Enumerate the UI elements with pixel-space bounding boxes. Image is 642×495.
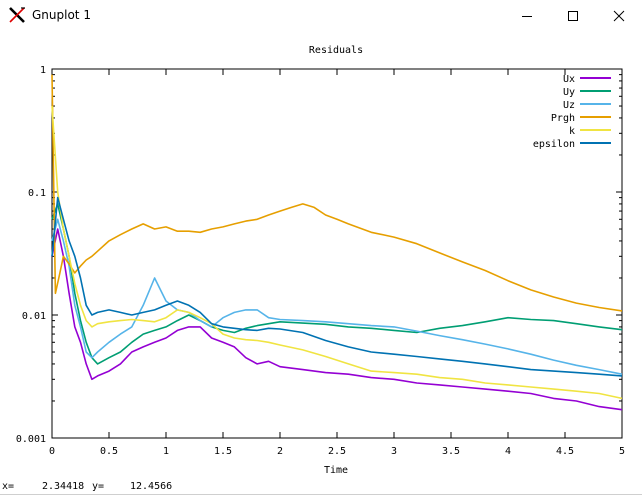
x-tick-label: 1 xyxy=(163,446,169,457)
x-coord-value: 2.34418 xyxy=(42,481,85,492)
x-tick-label: 3.5 xyxy=(442,446,460,457)
x-tick-label: 0 xyxy=(49,446,55,457)
series-line-ux xyxy=(51,228,623,411)
series-line-uz xyxy=(51,218,623,375)
x-tick-label: 2 xyxy=(277,446,283,457)
legend-label-prgh: Prgh xyxy=(551,113,575,124)
x-axis-label: Time xyxy=(324,465,348,476)
legend-label-k: k xyxy=(569,126,575,137)
y-tick-label: 0.1 xyxy=(28,188,46,199)
series-line-uy xyxy=(51,203,623,365)
x-tick-label: 4.5 xyxy=(556,446,574,457)
close-button[interactable] xyxy=(596,0,642,31)
maximize-icon xyxy=(568,10,578,21)
series-line-k xyxy=(51,105,623,400)
window-titlebar[interactable]: Gnuplot 1 xyxy=(0,0,642,31)
x-tick-label: 2.5 xyxy=(328,446,346,457)
plot-border xyxy=(51,68,623,439)
plot-canvas[interactable]: Residuals 0 0.5 1 1.5 2 2.5 3 3.5 4 4.5 5 1 0.1 0.01 0… xyxy=(0,31,642,478)
chart-legend: Ux Uy Uz Prgh k epsilon xyxy=(533,74,611,150)
chart-axes: 0 0.5 1 1.5 2 2.5 3 3.5 4 4.5 5 1 0.1 0.01 0.001 xyxy=(16,65,625,457)
x-coord-label: x= xyxy=(2,481,15,492)
x-logo-icon xyxy=(9,7,25,23)
minimize-button[interactable] xyxy=(504,0,550,31)
x-tick-label: 5 xyxy=(619,446,625,457)
chart-series-lines xyxy=(51,74,623,411)
legend-label-uz: Uz xyxy=(563,100,575,111)
window-title: Gnuplot 1 xyxy=(32,8,91,22)
legend-label-ux: Ux xyxy=(563,74,575,85)
x-tick-label: 0.5 xyxy=(100,446,118,457)
y-coord-value: 12.4566 xyxy=(130,481,173,492)
y-coord-label: y= xyxy=(92,481,105,492)
coordinate-statusbar: x= 2.34418 y= 12.4566 xyxy=(0,478,642,495)
x-tick-label: 3 xyxy=(391,446,397,457)
series-line-prgh xyxy=(51,74,623,312)
close-icon xyxy=(613,10,625,21)
x-tick-label: 4 xyxy=(505,446,511,457)
minimize-icon xyxy=(522,15,532,17)
x-tick-label: 1.5 xyxy=(214,446,232,457)
maximize-button[interactable] xyxy=(550,0,596,31)
series-line-epsilon xyxy=(51,196,623,377)
legend-label-uy: Uy xyxy=(563,87,575,98)
y-tick-label: 0.001 xyxy=(16,434,46,445)
y-tick-label: 0.01 xyxy=(22,311,46,322)
y-tick-label: 1 xyxy=(40,65,46,76)
chart-title: Residuals xyxy=(309,45,363,56)
residuals-chart[interactable]: Residuals 0 0.5 1 1.5 2 2.5 3 3.5 4 4.5 510.10.010… xyxy=(0,31,642,478)
legend-label-epsilon: epsilon xyxy=(533,139,575,150)
